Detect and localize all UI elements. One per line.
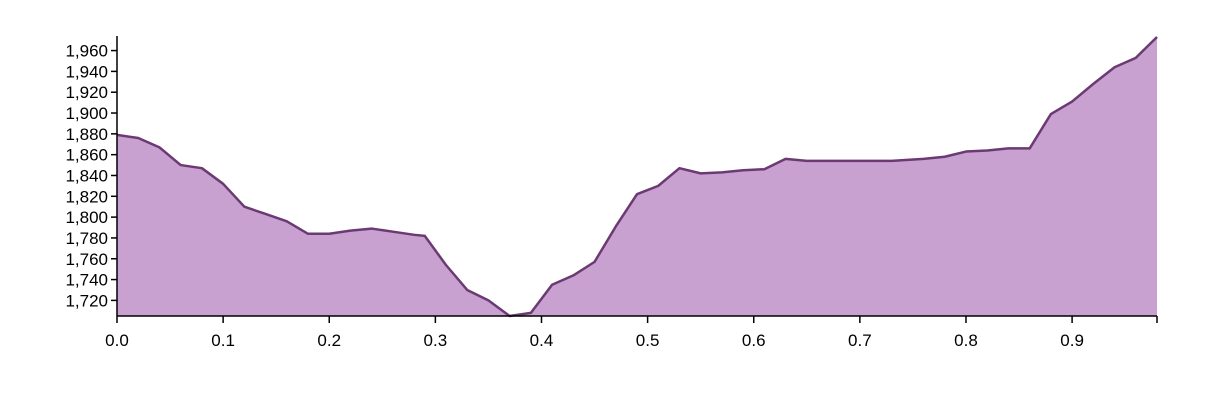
y-tick-label: 1,720 bbox=[65, 291, 108, 310]
x-tick-label: 0.9 bbox=[1060, 331, 1084, 350]
x-tick-label: 0.6 bbox=[742, 331, 766, 350]
x-tick-label: 0.5 bbox=[636, 331, 660, 350]
x-axis: 0.0 0.1 0.2 0.3 0.4 0.5 0.6 0.7 0.8 0.9 bbox=[105, 315, 1158, 350]
y-tick-label: 1,840 bbox=[65, 166, 108, 185]
area-fill-series-0 bbox=[117, 37, 1157, 316]
y-tick-label: 1,780 bbox=[65, 229, 108, 248]
y-tick-label: 1,940 bbox=[65, 62, 108, 81]
area-line-series-0 bbox=[116, 36, 1158, 318]
y-tick-label: 1,900 bbox=[65, 104, 108, 123]
y-tick-label: 1,860 bbox=[65, 146, 108, 165]
x-tick-label: 0.4 bbox=[530, 331, 554, 350]
x-tick-label: 0.3 bbox=[424, 331, 448, 350]
y-tick-label: 1,740 bbox=[65, 271, 108, 290]
y-tick-label: 1,820 bbox=[65, 187, 108, 206]
y-tick-label: 1,920 bbox=[65, 83, 108, 102]
y-tick-label: 1,760 bbox=[65, 250, 108, 269]
x-tick-label: 0.8 bbox=[954, 331, 978, 350]
y-tick-label: 1,800 bbox=[65, 208, 108, 227]
y-tick-label: 1,880 bbox=[65, 125, 108, 144]
x-tick-label: 0.1 bbox=[211, 331, 235, 350]
y-tick-label: 1,960 bbox=[65, 42, 108, 61]
x-tick-label: 0.0 bbox=[105, 331, 129, 350]
plot-area bbox=[116, 36, 1158, 318]
x-tick-label: 0.7 bbox=[848, 331, 872, 350]
x-tick-label: 0.2 bbox=[317, 331, 341, 350]
